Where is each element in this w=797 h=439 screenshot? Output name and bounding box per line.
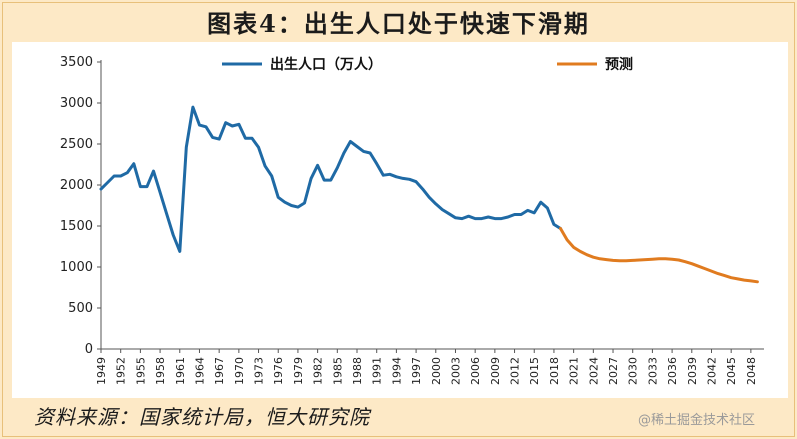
x-tick-label: 1976 — [272, 357, 285, 385]
x-tick-label: 1955 — [134, 357, 147, 385]
x-tick-label: 1964 — [193, 357, 206, 385]
x-tick-label: 2009 — [489, 357, 502, 385]
x-tick-label: 1967 — [213, 357, 226, 385]
x-tick-label: 1988 — [351, 357, 364, 385]
x-tick-label: 1970 — [233, 357, 246, 385]
y-tick-label: 1000 — [60, 260, 93, 275]
x-tick-label: 2003 — [449, 357, 462, 385]
x-tick-label: 1958 — [154, 357, 167, 385]
x-tick-label: 2036 — [666, 357, 679, 385]
x-tick-label: 2012 — [509, 357, 522, 385]
x-tick-label: 2000 — [430, 357, 443, 385]
plot-panel: 0 500 1000 1500 2000 2500 3000 3500 1949 1952 1955… — [12, 42, 788, 398]
x-tick-label: 1952 — [115, 357, 128, 385]
x-tick-label: 1994 — [390, 357, 403, 385]
x-tick-label: 2033 — [646, 357, 659, 385]
y-tick-label: 1500 — [60, 219, 93, 234]
y-tick-label: 500 — [68, 301, 93, 316]
chart-title: 图表4：出生人口处于快速下滑期 — [207, 9, 590, 38]
source-note: 资料来源：国家统计局，恒大研究院 — [34, 405, 370, 429]
x-tick-label: 2027 — [607, 357, 620, 385]
x-tick-label: 1985 — [331, 357, 344, 385]
x-tick-label: 2006 — [469, 357, 482, 385]
x-tick-label: 1973 — [253, 357, 266, 385]
x-tick-label: 2021 — [568, 357, 581, 385]
x-tick-label: 2039 — [686, 357, 699, 385]
legend-forecast-label: 预测 — [605, 56, 633, 73]
x-tick-label: 2045 — [725, 357, 738, 385]
forecast-births-line — [559, 227, 759, 284]
y-tick-label: 3500 — [60, 55, 93, 70]
x-tick-label: 2042 — [705, 357, 718, 385]
x-tick-label: 1961 — [174, 357, 187, 385]
x-tick-label: 2030 — [627, 357, 640, 385]
y-tick-label: 2500 — [60, 137, 93, 152]
x-tick-label: 1982 — [312, 357, 325, 385]
x-tick-label: 1979 — [292, 357, 305, 385]
y-tick-label: 0 — [85, 342, 93, 357]
x-tick-label: 1991 — [371, 357, 384, 385]
watermark: @稀土掘金技术社区 — [638, 413, 756, 428]
x-tick-label: 1949 — [95, 357, 108, 385]
x-tick-label: 1997 — [410, 357, 423, 385]
y-tick-label: 2000 — [60, 178, 93, 193]
x-tick-label: 2018 — [548, 357, 561, 385]
actual-births-line — [99, 105, 562, 253]
x-tick-label: 2024 — [587, 357, 600, 385]
x-tick-label: 2048 — [745, 357, 758, 385]
line-chart: 0 500 1000 1500 2000 2500 3000 3500 1949 1952 1955… — [60, 55, 764, 385]
x-tick-label: 2015 — [528, 357, 541, 385]
y-tick-label: 3000 — [60, 96, 93, 111]
legend-actual-label: 出生人口（万人） — [270, 56, 382, 73]
